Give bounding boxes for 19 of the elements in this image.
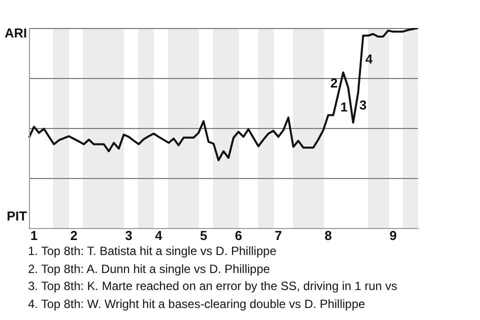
x-tick-label: 7 [274,228,282,243]
x-tick-label: 3 [125,228,132,243]
text: 3. Top 8th: K. Marte reached on an error by the SS, driving in 1 run vs [28,278,398,295]
x-tick-label: 4 [155,228,164,243]
annotation: 4 [365,52,374,67]
x-tick-label: 5 [200,228,208,243]
annotation: 3 [359,98,367,113]
x-tick-label: 9 [389,228,397,243]
text: 4. Top 8th: W. Wright hit a bases-clearing double vs D. Phillippe [28,296,366,312]
x-tick-label: 1 [30,228,38,243]
text: ARI [4,26,27,41]
x-tick-label: 6 [234,228,242,243]
annotation: 2 [330,76,338,91]
text: PIT [6,208,28,224]
text: 2. Top 8th: A. Dunn hit a single vs D. Phillippe [28,260,271,278]
x-tick-label: 8 [324,228,332,243]
annotation: 1 [340,100,348,115]
text: 1. Top 8th: T. Batista hit a single vs D. Phillippe [28,243,278,260]
x-tick-label: 2 [70,228,78,243]
